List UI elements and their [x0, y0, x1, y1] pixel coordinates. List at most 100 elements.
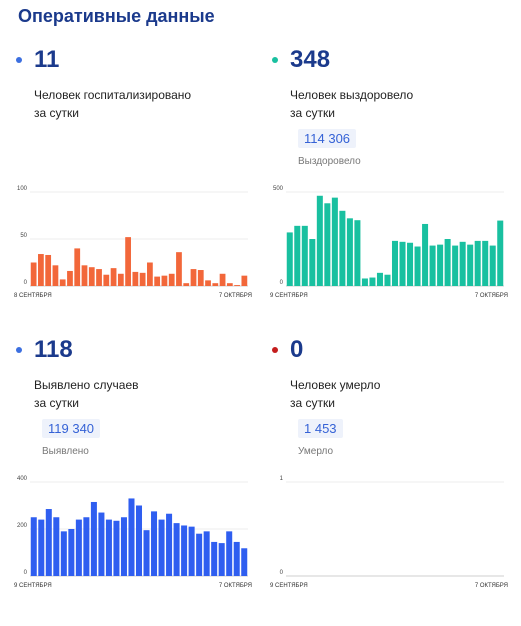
bar: [60, 531, 67, 576]
bar: [88, 267, 95, 286]
bar: [147, 262, 153, 286]
x-end-label: 7 ОКТЯБРЯ: [219, 293, 252, 299]
y-tick-label: 400: [17, 476, 28, 482]
bar: [497, 220, 504, 286]
bar: [234, 285, 240, 286]
recovered-chart: 0 500 9 СЕНТЯБРЯ 7 ОКТЯБРЯ: [270, 186, 508, 299]
bar: [158, 519, 165, 576]
bar: [331, 197, 338, 286]
bar: [183, 283, 190, 286]
bar: [414, 246, 421, 286]
bar: [467, 244, 474, 286]
bar: [482, 240, 489, 286]
died-dot: [272, 347, 278, 353]
bar: [211, 541, 218, 576]
bar: [361, 278, 368, 286]
bar: [90, 501, 97, 576]
bar: [30, 262, 37, 286]
died-desc-line1: Человек умерло: [290, 378, 381, 392]
bar: [301, 225, 308, 286]
y-tick-label: 500: [273, 186, 284, 192]
cases-description: Выявлено случаев за сутки: [34, 376, 244, 412]
bar: [38, 254, 44, 286]
hospitalized-description: Человек госпитализировано за сутки: [34, 86, 244, 122]
x-end-label: 7 ОКТЯБРЯ: [475, 293, 508, 299]
bar: [218, 543, 225, 576]
recovered-total-label: Выздоровело: [298, 156, 361, 167]
cases-chart: 0 200 400 9 СЕНТЯБРЯ 7 ОКТЯБРЯ: [14, 476, 252, 589]
bar: [38, 519, 45, 576]
bar: [190, 269, 197, 286]
bar: [110, 268, 117, 286]
y-tick-label: 200: [17, 523, 28, 529]
bar: [429, 245, 436, 286]
bar: [226, 283, 233, 286]
bar: [53, 517, 60, 576]
recovered-desc-line1: Человек выздоровело: [290, 88, 414, 102]
bar: [30, 517, 37, 576]
x-start-label: 9 СЕНТЯБРЯ: [270, 293, 308, 299]
bar: [161, 275, 168, 286]
bar: [168, 273, 175, 286]
x-end-label: 7 ОКТЯБРЯ: [475, 583, 508, 589]
bar: [241, 548, 248, 576]
y-tick-label: 100: [17, 186, 28, 192]
recovered-total: 114 306: [298, 129, 357, 148]
bar: [117, 273, 124, 286]
bar: [176, 252, 182, 286]
bar: [128, 498, 135, 576]
bar: [437, 244, 444, 286]
bar: [489, 245, 496, 286]
recovered-value: 348: [290, 46, 331, 73]
bar: [444, 239, 451, 286]
died-chart: 0 1 9 СЕНТЯБРЯ 7 ОКТЯБРЯ: [270, 476, 508, 589]
bar: [45, 509, 52, 576]
bar: [68, 529, 75, 576]
hospitalized-chart: 0 50 100 8 СЕНТЯБРЯ 7 ОКТЯБРЯ: [14, 186, 252, 299]
y-tick-label: 0: [280, 280, 284, 286]
bar: [376, 272, 383, 286]
bar: [96, 269, 102, 286]
bar: [241, 275, 248, 286]
bar: [369, 277, 376, 286]
bar: [339, 210, 346, 286]
bar: [103, 274, 110, 286]
bar: [346, 218, 353, 286]
bar: [459, 241, 466, 286]
x-start-label: 9 СЕНТЯБРЯ: [270, 583, 308, 589]
bar: [212, 283, 219, 286]
bar: [120, 517, 127, 576]
hospitalized-dot: [16, 57, 22, 63]
cases-value: 118: [34, 336, 73, 363]
recovered-description: Человек выздоровело за сутки: [290, 86, 500, 122]
bar: [75, 519, 82, 576]
recovered-card: 348 Человек выздоровело за сутки 114 306…: [270, 46, 510, 336]
bar: [113, 520, 120, 576]
y-tick-label: 50: [20, 233, 27, 239]
bar: [181, 525, 188, 576]
bar: [324, 203, 331, 286]
x-start-label: 8 СЕНТЯБРЯ: [14, 293, 52, 299]
bar: [98, 512, 105, 576]
bar: [286, 232, 293, 286]
bar: [474, 240, 481, 286]
bar: [74, 248, 81, 286]
bar: [205, 280, 211, 286]
y-tick-label: 0: [24, 280, 28, 286]
x-end-label: 7 ОКТЯБРЯ: [219, 583, 252, 589]
bar: [151, 511, 158, 576]
bar: [407, 242, 414, 286]
bar: [45, 254, 52, 286]
bar: [135, 505, 143, 576]
y-tick-label: 1: [280, 476, 284, 482]
page-title: Оперативные данные: [18, 6, 215, 26]
bar: [294, 225, 301, 286]
bar: [391, 240, 399, 286]
bar: [83, 517, 90, 576]
bar: [233, 541, 240, 576]
bar: [143, 530, 150, 576]
bar: [105, 519, 112, 576]
hospitalized-desc-line2: за сутки: [34, 106, 79, 120]
bar: [139, 272, 146, 286]
y-tick-label: 0: [280, 570, 284, 576]
